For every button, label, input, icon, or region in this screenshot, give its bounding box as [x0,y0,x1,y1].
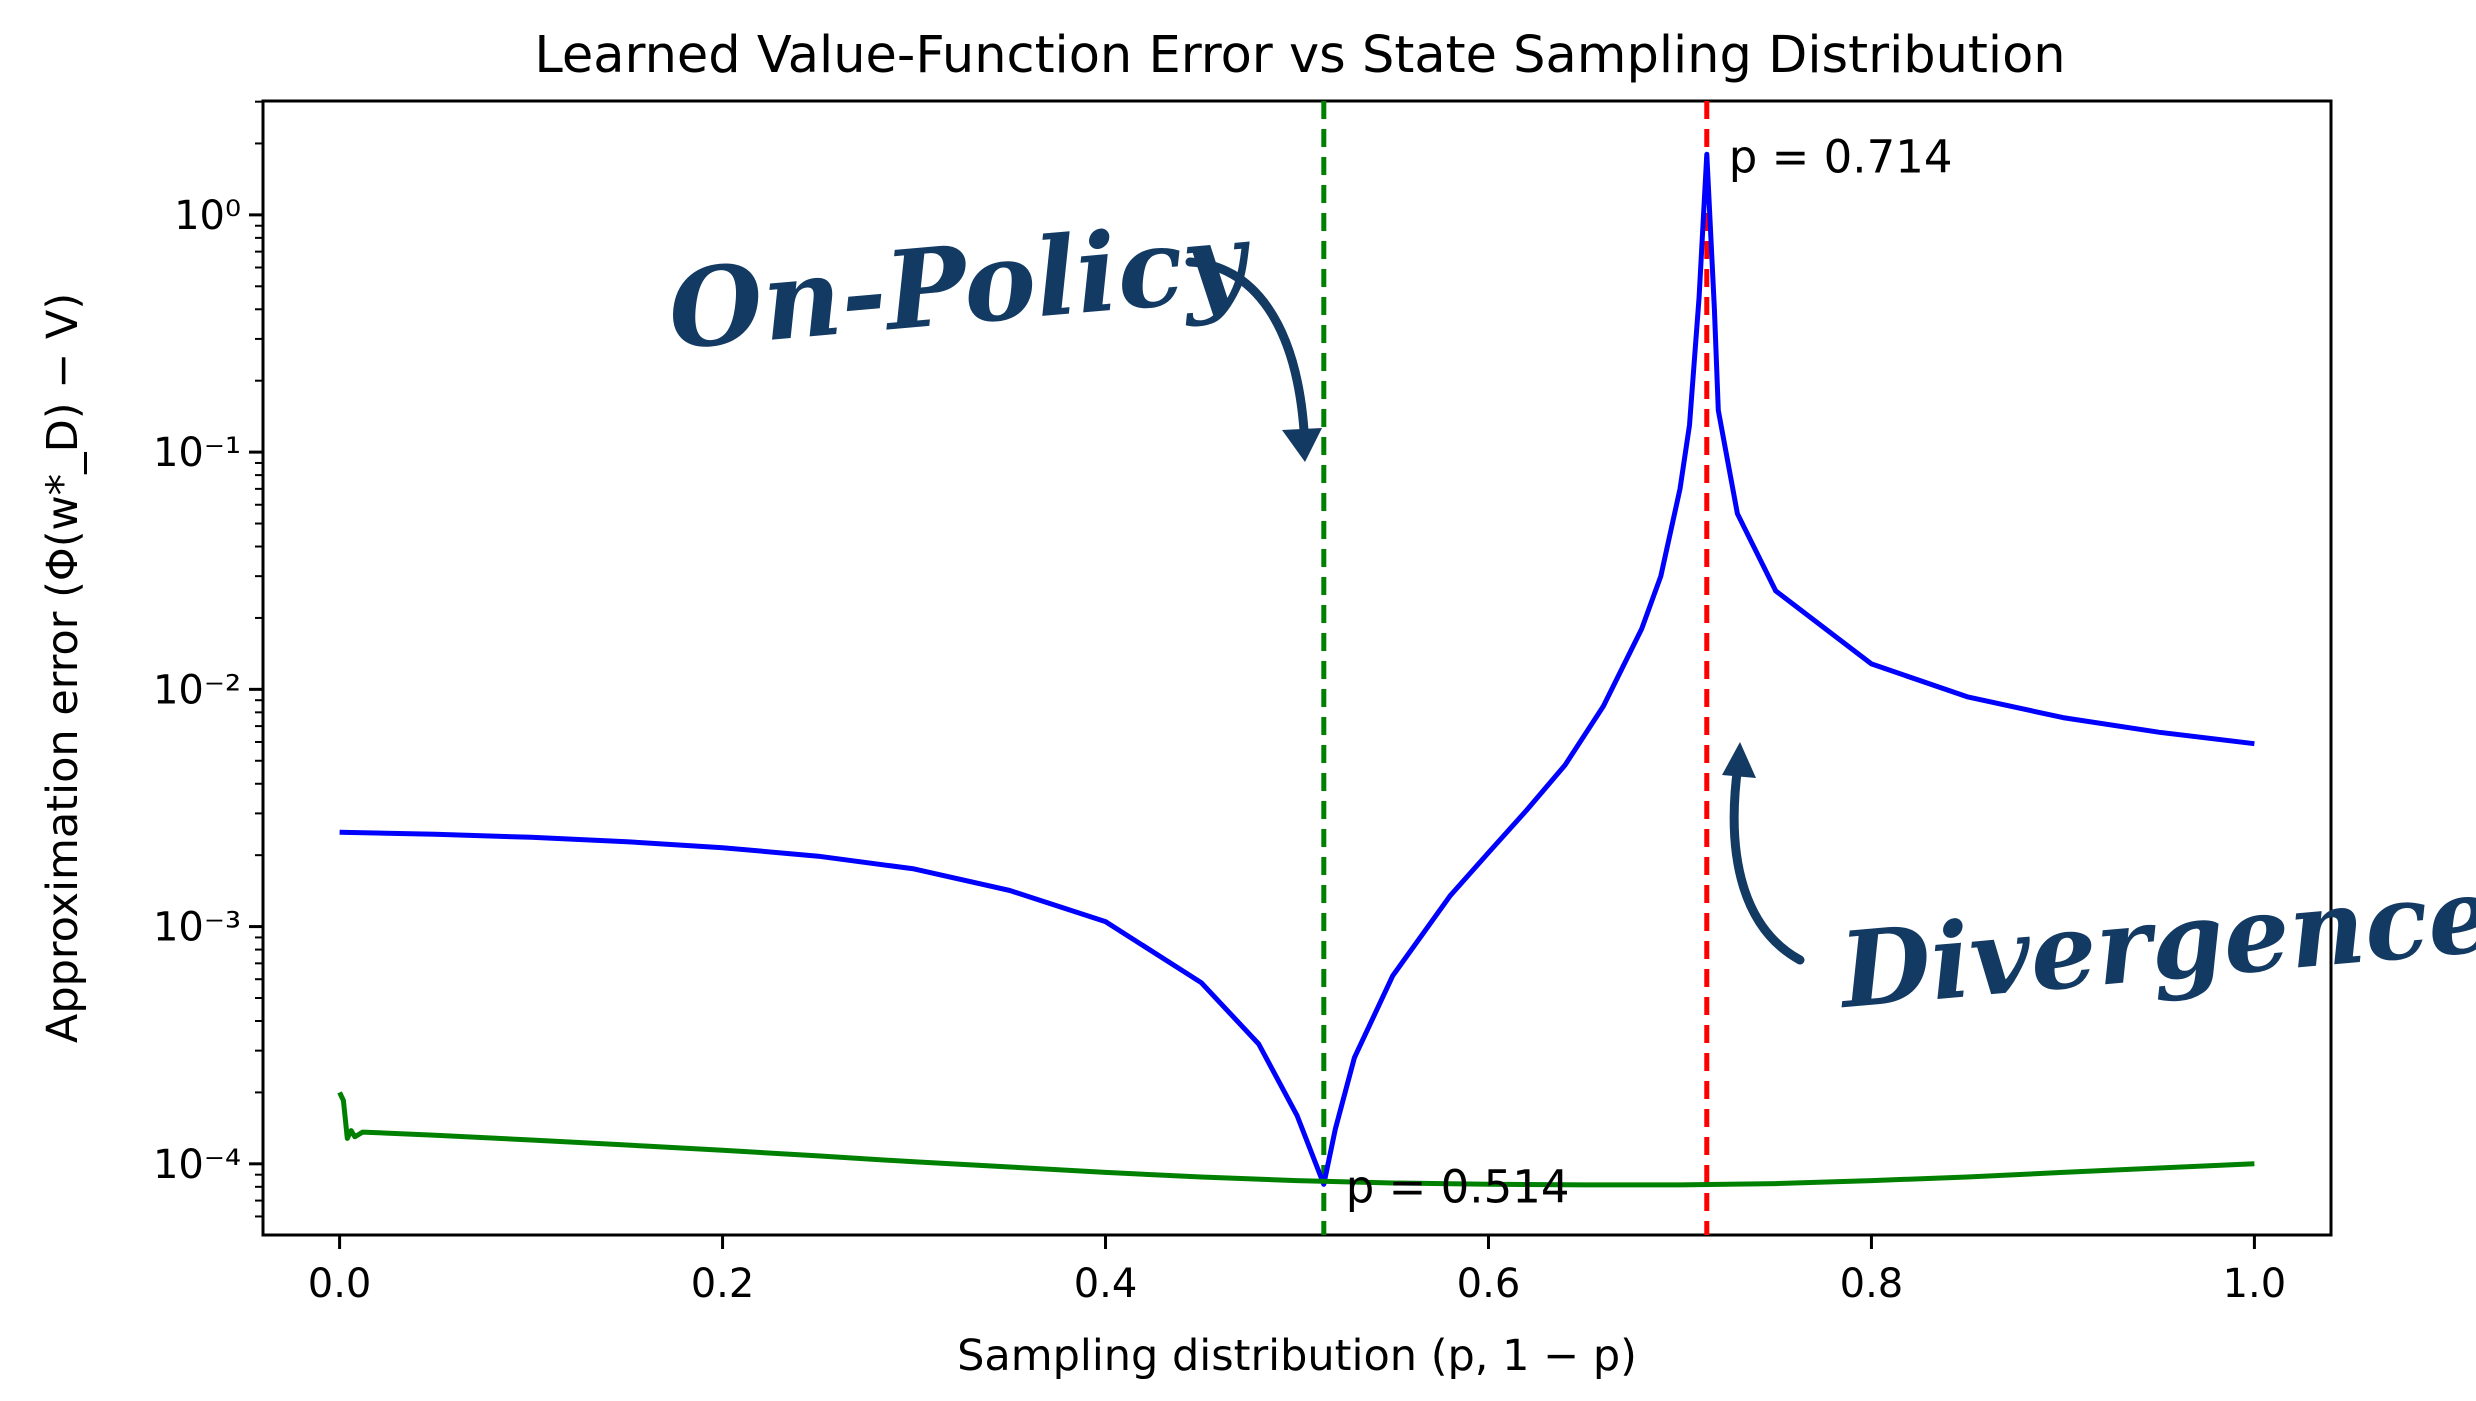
chart-title: Learned Value-Function Error vs State Sa… [534,26,2065,85]
x-tick-label: 0.6 [1457,1261,1521,1307]
x-axis-label: Sampling distribution (p, 1 − p) [957,1331,1637,1381]
y-tick-label: 10⁻⁴ [153,1142,241,1188]
series-group [337,151,2255,1188]
y-tick-label: 10⁻³ [153,905,241,951]
annotation-on-policy: On-Policy [664,198,1257,374]
plot-frame [261,99,2333,1237]
y-axis-label: Approximation error (Φ(w*_D) − V) [38,293,88,1043]
annotation-divergence-arrow [1729,760,1805,965]
annotation-on-policy-arrowhead [1282,428,1322,462]
annotation-divergence: Divergence! [1832,848,2476,1032]
x-tick-label: 0.2 [691,1261,755,1307]
annotation-on-policy-arrow [1185,257,1310,453]
y-tick-label: 10⁰ [174,193,241,239]
reference-line-labels: p = 0.514 p = 0.714 [1346,130,1953,1213]
series-line-0 [339,151,2255,1187]
series-line-1 [337,1091,2255,1188]
x-tick-label: 0.8 [1840,1261,1904,1307]
reference-line-label-0: p = 0.514 [1346,1160,1570,1213]
x-axis-ticks: 0.0 0.2 0.4 0.6 0.8 1.0 [308,1235,2286,1307]
reference-line-label-1: p = 0.714 [1729,130,1953,183]
x-tick-label: 0.4 [1074,1261,1138,1307]
y-tick-label: 10⁻¹ [153,430,241,476]
x-tick-label: 1.0 [2223,1261,2287,1307]
reference-lines [1321,101,1710,1235]
y-axis-ticks: 10⁰ 10⁻¹ 10⁻² 10⁻³ 10⁻⁴ [153,193,263,1188]
annotation-divergence-arrowhead [1722,742,1756,778]
x-tick-label: 0.0 [308,1261,372,1307]
y-tick-label: 10⁻² [153,667,241,713]
y-axis-minor-ticks [255,100,263,1218]
